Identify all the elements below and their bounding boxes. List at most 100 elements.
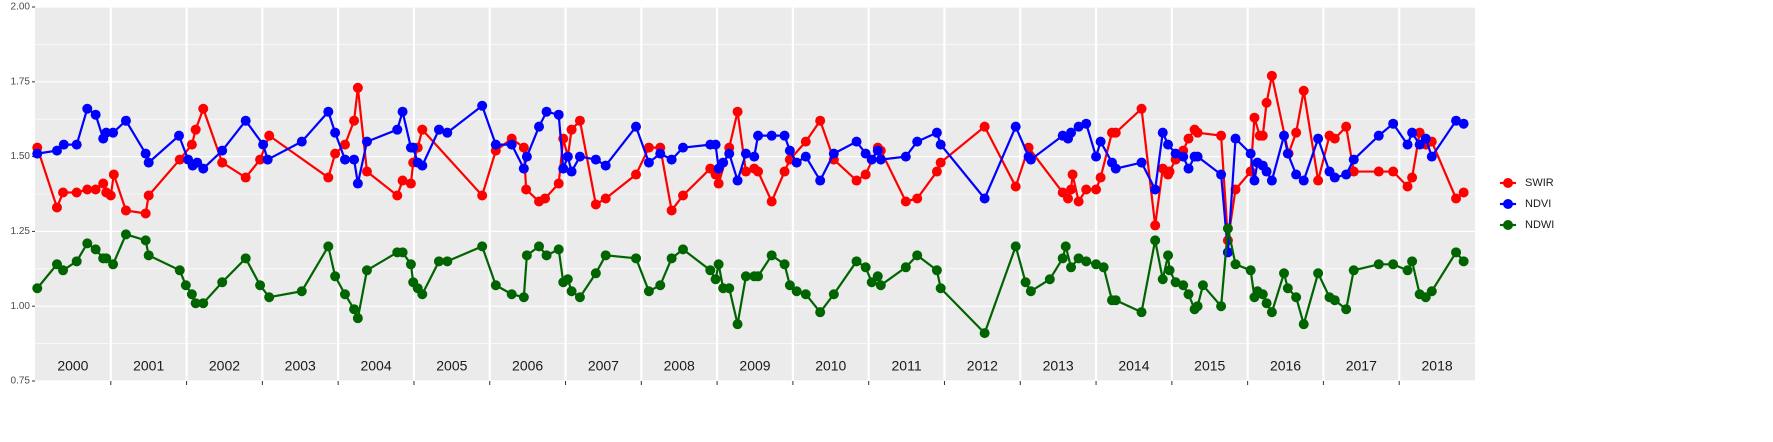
data-point	[1261, 97, 1272, 108]
data-point	[875, 154, 886, 165]
y-tick-label: 0.75	[11, 376, 31, 387]
data-point	[143, 250, 154, 261]
data-point	[190, 298, 201, 309]
data-point	[1163, 250, 1174, 261]
data-point	[553, 109, 564, 120]
x-tick-label: 2011	[892, 358, 922, 374]
data-point	[815, 175, 826, 186]
data-point	[518, 142, 529, 153]
x-tick-label: 2017	[1346, 358, 1377, 374]
data-point	[1057, 253, 1068, 264]
legend-marker	[1503, 220, 1513, 230]
data-point	[90, 109, 101, 120]
data-point	[1282, 283, 1293, 294]
data-point	[1291, 292, 1302, 303]
data-point	[477, 100, 488, 111]
data-point	[900, 151, 911, 162]
data-point	[643, 157, 654, 168]
data-point	[521, 184, 532, 195]
data-point	[779, 130, 790, 141]
data-point	[1329, 295, 1340, 306]
data-point	[1025, 286, 1036, 297]
data-point	[352, 313, 363, 324]
data-point	[408, 142, 419, 153]
x-tick-label: 2005	[436, 358, 467, 374]
data-point	[90, 184, 101, 195]
data-point	[174, 130, 184, 141]
data-point	[1282, 148, 1293, 159]
data-point	[666, 253, 677, 264]
data-point	[101, 253, 112, 264]
data-point	[51, 202, 62, 213]
data-point	[506, 289, 517, 300]
data-point	[718, 157, 729, 168]
x-tick-label: 2007	[588, 358, 619, 374]
data-point	[574, 115, 585, 126]
data-point	[1291, 169, 1302, 180]
data-point	[815, 307, 826, 318]
data-point	[710, 274, 721, 285]
data-point	[1426, 151, 1437, 162]
data-point	[779, 166, 790, 177]
data-point	[255, 280, 266, 291]
data-point	[417, 160, 428, 171]
data-point	[1150, 220, 1161, 231]
data-point	[753, 271, 764, 282]
data-point	[1178, 151, 1189, 162]
data-point	[631, 253, 642, 264]
data-point	[935, 139, 946, 150]
data-point	[724, 283, 735, 294]
data-point	[1230, 259, 1241, 270]
data-point	[749, 151, 760, 162]
data-point	[1150, 235, 1161, 246]
data-point	[828, 289, 839, 300]
data-point	[766, 250, 777, 261]
data-point	[1091, 184, 1102, 195]
data-point	[108, 127, 119, 138]
data-point	[140, 208, 151, 219]
data-point	[264, 292, 275, 303]
data-point	[255, 154, 266, 165]
data-point	[1407, 256, 1418, 267]
data-point	[140, 148, 151, 159]
data-point	[791, 157, 802, 168]
data-point	[1170, 148, 1181, 159]
data-point	[815, 115, 826, 126]
data-point	[900, 196, 911, 207]
data-point	[740, 271, 751, 282]
data-point	[217, 145, 228, 156]
data-point	[339, 289, 350, 300]
data-point	[1402, 139, 1413, 150]
y-tick-label: 1.25	[11, 226, 31, 237]
data-point	[330, 148, 341, 159]
data-point	[1313, 175, 1324, 186]
data-point	[566, 166, 577, 177]
data-point	[631, 121, 642, 132]
data-point	[1451, 115, 1462, 126]
data-point	[108, 169, 119, 180]
data-point	[1073, 253, 1084, 264]
data-point	[1348, 154, 1359, 165]
data-point	[1402, 265, 1413, 276]
data-point	[51, 145, 62, 156]
data-point	[1279, 268, 1290, 279]
data-point	[553, 178, 564, 189]
data-point	[1178, 280, 1189, 291]
y-tick-label: 2.00	[11, 2, 31, 13]
data-point	[1192, 301, 1203, 312]
data-point	[1060, 241, 1071, 252]
data-point	[1348, 166, 1359, 177]
data-point	[1081, 184, 1092, 195]
data-point	[1216, 169, 1227, 180]
data-point	[732, 106, 743, 117]
data-point	[361, 136, 372, 147]
data-point	[1197, 280, 1208, 291]
data-point	[1261, 166, 1272, 177]
data-point	[405, 259, 416, 270]
data-point	[791, 286, 802, 297]
data-point	[258, 139, 269, 150]
data-point	[1010, 181, 1021, 192]
data-point	[1164, 265, 1175, 276]
y-tick-label: 1.75	[11, 76, 31, 87]
data-point	[433, 256, 444, 267]
